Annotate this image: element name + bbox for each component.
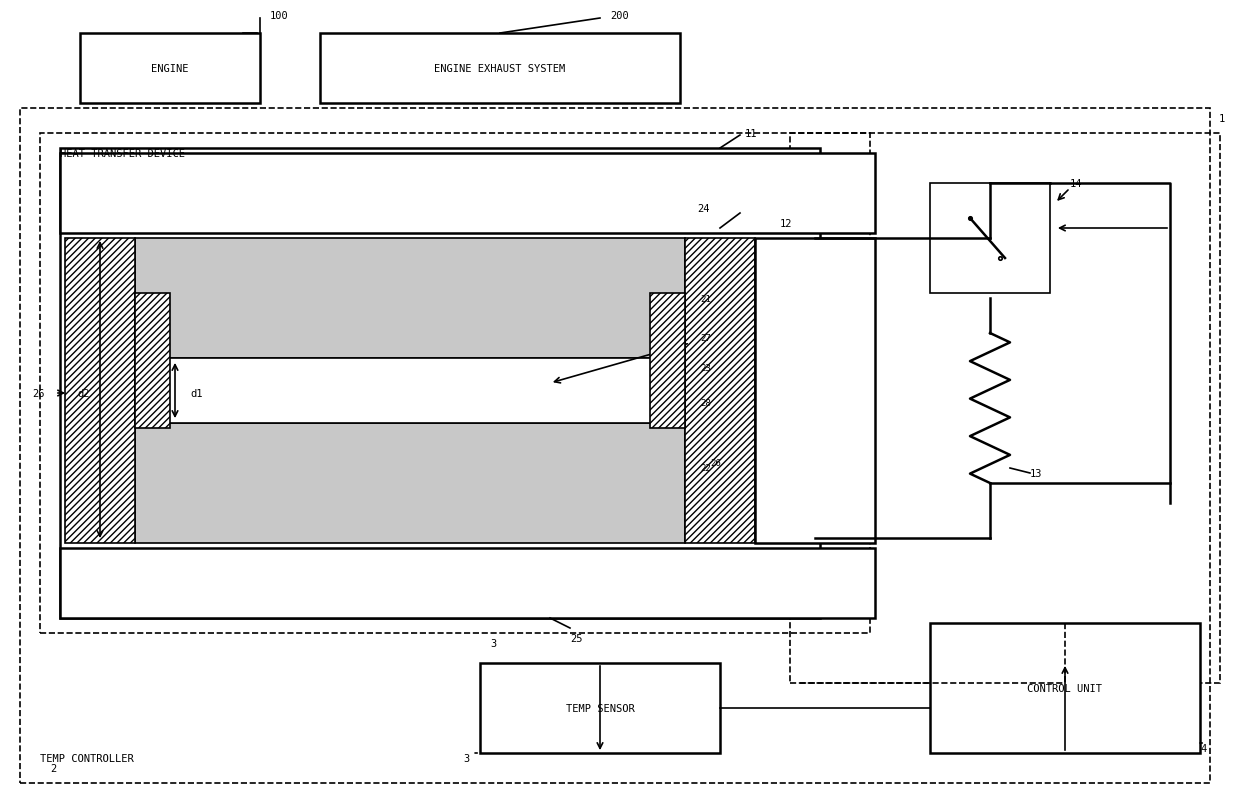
Text: ENGINE EXHAUST SYSTEM: ENGINE EXHAUST SYSTEM [434,64,565,74]
Bar [790,134,1220,683]
Text: 2: 2 [50,763,56,773]
Text: 11: 11 [745,128,758,139]
Bar [135,238,684,359]
Bar [60,154,875,234]
Text: 25: 25 [570,634,583,643]
Text: 26: 26 [711,459,720,468]
Text: d2: d2 [78,389,91,398]
Bar [135,423,684,544]
Text: 1: 1 [1219,114,1225,124]
Text: 3: 3 [490,638,496,648]
Text: d1: d1 [190,389,202,398]
Text: HEAT TRANSFER DEVICE: HEAT TRANSFER DEVICE [60,149,185,159]
Text: 23: 23 [701,364,711,373]
Bar [60,548,875,618]
Bar [81,34,260,104]
Text: 26: 26 [32,389,45,398]
Text: 3: 3 [464,753,470,763]
Text: 12: 12 [780,218,792,229]
Text: 200: 200 [610,11,629,21]
Text: CONTROL UNIT: CONTROL UNIT [1028,683,1102,693]
Bar [64,238,135,544]
Bar [135,359,684,423]
Text: 21: 21 [701,294,711,303]
Bar [320,34,680,104]
Text: TEMP SENSOR: TEMP SENSOR [565,703,635,713]
Bar [930,184,1050,294]
Bar [480,663,720,753]
Bar [135,294,170,429]
Text: 14: 14 [1070,179,1083,189]
Bar [650,294,684,429]
Text: 24: 24 [697,204,711,214]
Bar [20,109,1210,783]
Bar [684,238,755,544]
Text: 100: 100 [270,11,289,21]
Text: 13: 13 [1030,468,1043,479]
Bar [60,149,820,618]
Bar [755,238,875,544]
Text: 23: 23 [160,314,171,323]
Bar [40,134,870,634]
Text: TEMP CONTROLLER: TEMP CONTROLLER [40,753,134,763]
Text: 28: 28 [701,399,711,408]
Bar [930,623,1200,753]
Text: 4: 4 [1200,743,1207,753]
Text: 27: 27 [701,334,711,343]
Text: 22: 22 [701,464,711,473]
Text: ENGINE: ENGINE [151,64,188,74]
